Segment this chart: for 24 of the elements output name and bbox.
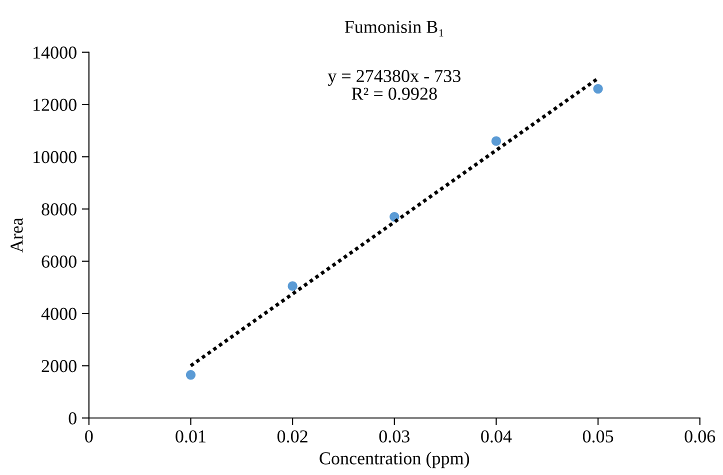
y-tick-label: 2000 — [42, 360, 76, 372]
point — [593, 84, 603, 94]
x-axis-title: Concentration (ppm) — [320, 452, 470, 468]
point — [288, 281, 298, 291]
annotation: y = 274380x - 733 R² = 0.9928 — [328, 70, 460, 100]
y-tick-label: 8000 — [42, 203, 76, 216]
y-tick-label: 0 — [68, 412, 76, 424]
x-tick-label: 0.01 — [176, 430, 206, 443]
y-axis-title: Area — [10, 218, 23, 252]
chart-title: Fumonisin B₁ — [344, 20, 444, 36]
y-tick-label: 12000 — [34, 98, 76, 111]
y-tick-label: 4000 — [41, 308, 76, 320]
x-tick-label: 0.02 — [277, 430, 308, 443]
y-tick-label: 6000 — [42, 256, 76, 268]
x-tick-label: 0.04 — [481, 430, 512, 443]
point — [491, 136, 502, 146]
point — [186, 370, 196, 380]
y-tick-label: 14000 — [34, 46, 76, 59]
x-tick-label: 0.05 — [582, 430, 614, 443]
x-tick-label: 0 — [85, 430, 93, 443]
x-tick-label: 0.03 — [379, 430, 410, 443]
point — [390, 212, 400, 222]
x-tick-label: 0.06 — [684, 430, 716, 443]
y-tick-label: 10000 — [34, 151, 76, 164]
